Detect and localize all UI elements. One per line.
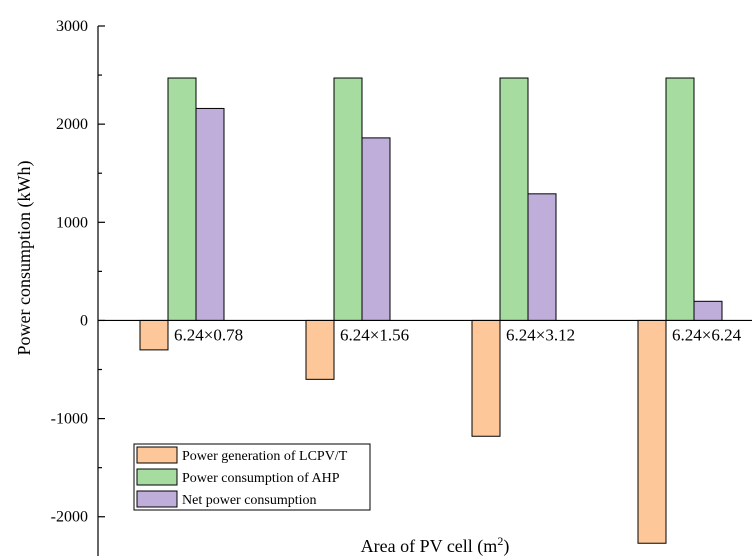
bar-1-1: [139, 319, 169, 351]
category-label: 6.24×6.24: [672, 325, 742, 344]
bar-1-2: [305, 319, 335, 380]
legend-label: Net power consumption: [182, 493, 317, 508]
x-axis-title: Area of PV cell (m2): [361, 534, 510, 556]
legend-label: Power generation of LCPV/T: [182, 449, 348, 464]
legend-swatch: [136, 468, 178, 486]
bar-1-3: [471, 319, 501, 437]
category-labels: 6.24×0.78 6.24×1.56 6.24×3.12 6.24×6.24: [174, 325, 742, 344]
y-axis: -2000 -1000 0 1000 2000 3000: [51, 18, 105, 556]
x-axis-title-superscript: 2: [497, 534, 503, 548]
bar-3-1: [195, 107, 225, 321]
y-tick-label: 2000: [56, 116, 88, 133]
y-tick-label: -1000: [51, 411, 88, 428]
bar-2-4: [665, 77, 695, 321]
bar-3-4: [693, 300, 723, 321]
bar-2-1: [167, 77, 197, 321]
bar-1-4: [637, 319, 667, 544]
bar-2-3: [499, 77, 529, 321]
x-axis-title-suffix: ): [503, 536, 509, 556]
y-axis-title: Power consumption (kWh): [14, 161, 35, 356]
legend-swatch: [136, 490, 178, 508]
bar-2-2: [333, 77, 363, 321]
x-axis-title-text: Area of PV cell (m: [361, 536, 498, 556]
category-label: 6.24×0.78: [174, 325, 243, 344]
legend: Power generation of LCPV/T Power consumpt…: [133, 443, 371, 511]
y-tick-label: 3000: [56, 18, 88, 35]
bar-3-2: [361, 137, 391, 321]
legend-swatch: [136, 446, 178, 464]
y-tick-label: 1000: [56, 214, 88, 231]
category-label: 6.24×3.12: [506, 325, 575, 344]
legend-label: Power consumption of AHP: [182, 471, 340, 486]
category-label: 6.24×1.56: [340, 325, 409, 344]
bar-group: [139, 77, 723, 544]
bar-3-3: [527, 193, 557, 321]
y-tick-label: 0: [80, 312, 88, 329]
y-tick-label: -2000: [51, 509, 88, 526]
